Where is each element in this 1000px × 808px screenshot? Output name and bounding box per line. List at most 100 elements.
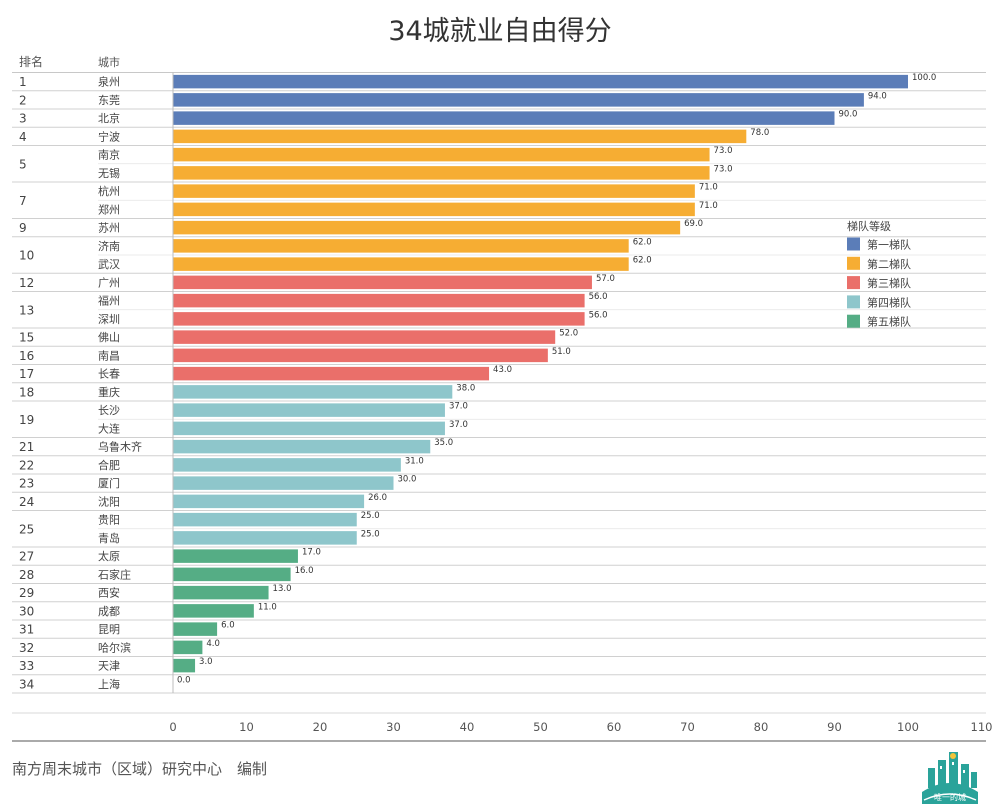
- rank-label: 24: [19, 495, 34, 509]
- rank-label: 27: [19, 550, 34, 564]
- rank-label: 25: [19, 522, 34, 536]
- bar: [173, 403, 445, 417]
- value-label: 78.0: [750, 128, 769, 138]
- bar: [173, 604, 254, 618]
- rank-label: 10: [19, 249, 34, 263]
- bar: [173, 421, 445, 436]
- bar: [173, 220, 681, 235]
- value-label: 38.0: [456, 383, 475, 393]
- chart-title: 34城就业自由得分: [388, 16, 611, 47]
- bar: [173, 512, 357, 527]
- value-label: 0.0: [177, 675, 191, 685]
- value-label: 100.0: [912, 73, 936, 83]
- bar: [173, 275, 592, 290]
- city-label: 长春: [98, 368, 120, 381]
- rank-label: 28: [19, 568, 34, 582]
- rank-label: 16: [19, 349, 34, 363]
- legend-swatch: [847, 256, 860, 270]
- city-logo-icon: 唯一的城: [922, 752, 978, 804]
- bar: [173, 129, 747, 144]
- column-header-city: 城市: [98, 55, 120, 69]
- city-label: 广州: [98, 276, 120, 289]
- rank-label: 7: [19, 194, 27, 208]
- legend-title: 梯队等级: [847, 219, 891, 233]
- x-tick-label: 80: [754, 720, 769, 734]
- legend-swatch: [847, 276, 860, 290]
- bar: [173, 385, 453, 399]
- rank-label: 19: [19, 413, 34, 427]
- rank-label: 21: [19, 440, 34, 454]
- city-label: 沈阳: [98, 494, 120, 508]
- city-label: 合肥: [98, 458, 120, 472]
- rank-label: 18: [19, 385, 34, 399]
- bar: [173, 330, 556, 344]
- rank-label: 5: [19, 157, 27, 171]
- value-label: 71.0: [699, 183, 718, 193]
- footer-credit: 南方周末城市（区域）研究中心 编制: [12, 760, 268, 778]
- x-tick-label: 30: [386, 720, 401, 734]
- city-label: 南昌: [98, 349, 120, 362]
- bar: [173, 622, 218, 636]
- rank-label: 23: [19, 477, 34, 491]
- value-label: 57.0: [596, 274, 615, 284]
- svg-text:唯一的城: 唯一的城: [934, 792, 966, 802]
- bar: [173, 93, 864, 107]
- city-label: 郑州: [98, 202, 120, 216]
- value-label: 52.0: [559, 329, 578, 339]
- value-label: 26.0: [368, 493, 387, 503]
- x-tick-label: 40: [460, 720, 475, 734]
- rank-label: 32: [19, 641, 34, 655]
- bar: [173, 348, 548, 363]
- legend-label: 第四梯队: [867, 295, 911, 309]
- value-label: 13.0: [273, 584, 292, 594]
- city-label: 青岛: [98, 531, 120, 545]
- rank-label: 30: [19, 604, 34, 618]
- value-label: 4.0: [206, 639, 220, 649]
- rank-label: 34: [19, 677, 34, 691]
- x-tick-label: 0: [169, 720, 176, 734]
- legend-swatch: [847, 237, 860, 251]
- rank-label: 3: [19, 112, 27, 126]
- rank-label: 33: [19, 659, 34, 673]
- bar: [173, 476, 394, 490]
- city-label: 杭州: [98, 184, 120, 198]
- rank-label: 4: [19, 130, 27, 144]
- city-label: 武汉: [98, 258, 120, 271]
- city-label: 佛山: [98, 331, 120, 344]
- bar: [173, 658, 196, 673]
- value-label: 71.0: [699, 201, 718, 211]
- bar: [173, 147, 710, 162]
- value-label: 16.0: [295, 566, 314, 576]
- city-label: 西安: [98, 586, 120, 600]
- legend-swatch: [847, 314, 860, 328]
- logo: 唯一的城: [916, 748, 984, 804]
- value-label: 6.0: [221, 621, 235, 631]
- bar: [173, 111, 835, 125]
- city-label: 泉州: [98, 75, 120, 89]
- city-label: 哈尔滨: [98, 640, 131, 654]
- city-label: 贵阳: [98, 514, 120, 527]
- value-label: 62.0: [633, 256, 652, 266]
- value-label: 94.0: [868, 91, 887, 101]
- value-label: 37.0: [449, 420, 468, 430]
- x-tick-label: 60: [607, 720, 622, 734]
- x-tick-label: 50: [533, 720, 548, 734]
- value-label: 3.0: [199, 657, 213, 667]
- x-tick-label: 90: [827, 720, 842, 734]
- legend-label: 第一梯队: [867, 238, 911, 252]
- rank-label: 29: [19, 586, 34, 600]
- value-label: 35.0: [434, 438, 453, 448]
- value-label: 25.0: [361, 511, 380, 521]
- value-label: 90.0: [839, 110, 858, 120]
- rank-label: 15: [19, 331, 34, 345]
- rank-label: 17: [19, 367, 34, 381]
- city-label: 苏州: [98, 222, 120, 235]
- bar: [173, 257, 629, 271]
- bar: [173, 439, 431, 454]
- city-label: 昆明: [98, 623, 120, 636]
- rank-label: 22: [19, 458, 34, 472]
- rank-label: 9: [19, 221, 27, 235]
- rank-label: 2: [19, 93, 27, 107]
- value-label: 11.0: [258, 602, 277, 612]
